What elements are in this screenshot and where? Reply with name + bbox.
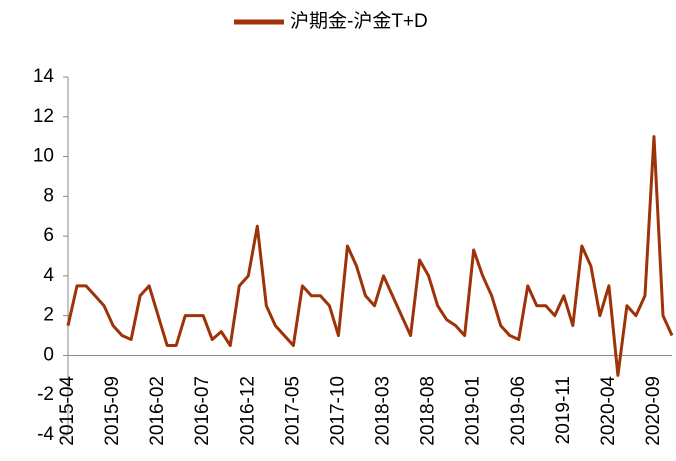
y-tick-label: 10 <box>33 146 54 167</box>
x-tick-label: 2019-01 <box>463 376 484 446</box>
y-tick-label: 12 <box>33 106 54 127</box>
y-tick-label: 0 <box>43 344 54 365</box>
y-tick-label: 14 <box>33 66 55 87</box>
y-tick-label: 4 <box>43 265 54 286</box>
x-tick-label: 2020-09 <box>643 376 664 446</box>
y-tick-label: 8 <box>43 185 54 206</box>
series-line <box>66 135 674 377</box>
x-tick-label: 2017-10 <box>327 376 348 446</box>
y-tick-label: -4 <box>37 424 54 445</box>
x-tick-label: 2016-07 <box>192 376 213 446</box>
x-tick-label: 2016-02 <box>147 376 168 446</box>
legend-label: 沪期金-沪金T+D <box>290 10 428 32</box>
x-tick-label: 2015-04 <box>57 376 78 446</box>
x-tick-label: 2015-09 <box>102 376 123 446</box>
x-tick-label: 2017-05 <box>282 376 303 446</box>
x-tick-label: 2018-08 <box>418 376 439 446</box>
x-tick-label: 2019-06 <box>508 376 529 446</box>
y-tick-label: 6 <box>43 225 54 246</box>
y-tick-label: -2 <box>37 384 54 405</box>
x-tick-label: 2016-12 <box>237 376 258 446</box>
x-tick-label: 2018-03 <box>373 376 394 446</box>
y-tick-label: 2 <box>43 305 54 326</box>
x-tick-label: 2020-04 <box>598 376 619 446</box>
x-tick-label: 2019-11 <box>553 376 574 444</box>
